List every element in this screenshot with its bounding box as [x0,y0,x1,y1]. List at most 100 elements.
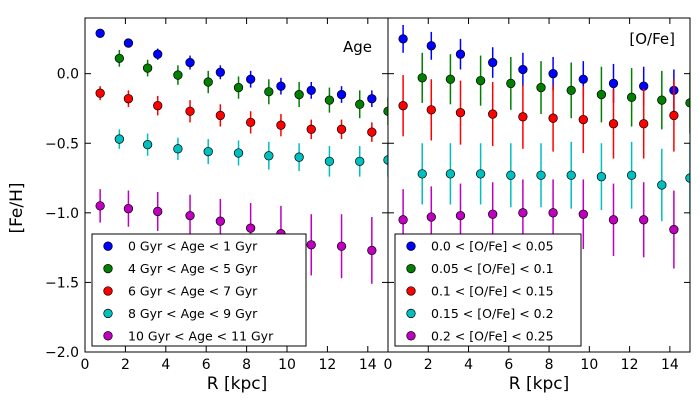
y-axis-label: [Fe/H] [7,182,27,233]
data-point [608,119,619,129]
data-point [203,146,213,157]
data-point [203,77,213,87]
legend-label: 0.0 < [O/Fe] < 0.05 [431,239,554,254]
data-point [123,204,134,214]
data-point [685,173,690,183]
data-point [578,74,588,84]
data-point [475,169,486,179]
x-tick-label: 12 [318,357,336,373]
y-tick-label: −0.5 [45,136,79,152]
data-point [578,114,588,125]
x-tick-label: 10 [278,357,296,373]
data-point [367,94,377,104]
data-point [426,41,436,51]
legend-label: 4 Gyr < Age < 5 Gyr [128,261,258,276]
panel-ofe: 0 2 4 6 8 10 12 14 [O/Fe] 0.0 < [O/Fe] < 0.05 0.05… [384,17,691,373]
y-tick-label: −2.0 [45,345,79,361]
data-point [276,120,286,130]
data-point [142,63,153,73]
data-point [336,241,347,251]
data-point [324,156,335,166]
data-point [506,78,516,89]
legend-label: 10 Gyr < Age < 11 Gyr [128,328,274,343]
data-point [233,148,244,158]
data-point [294,152,304,162]
data-point [398,101,408,111]
data-point [669,224,679,235]
data-point [566,85,576,96]
x-tick-label: 6 [202,357,211,373]
data-point [518,208,528,218]
x-axis-label-right: R [kpc] [509,374,569,394]
data-point [417,73,427,83]
data-point [475,75,486,86]
data-point [566,170,576,180]
data-point [506,170,516,180]
legend-item: 4 Gyr < Age < 5 Gyr [103,261,258,276]
data-point [245,223,256,233]
data-point [685,98,690,108]
plot-area [95,28,388,284]
data-point [639,215,649,225]
data-point [455,49,466,59]
data-point [548,113,558,123]
data-point [306,124,316,134]
data-point [336,124,347,134]
data-point [95,88,105,98]
legend-item: 8 Gyr < Age < 9 Gyr [103,306,258,321]
data-point [355,99,365,109]
data-point [488,57,498,68]
data-point [114,134,124,144]
data-point [294,89,304,100]
data-point [626,170,637,180]
data-point [367,245,377,256]
legend-marker [406,331,416,341]
legend-item: 0.0 < [O/Fe] < 0.05 [406,239,554,254]
data-point [306,85,316,96]
data-point [426,212,436,222]
legend: 0 Gyr < Age < 1 Gyr 4 Gyr < Age < 5 Gyr 6 … [91,233,307,347]
data-point [355,156,365,166]
series-4 [114,129,388,177]
series-3 [398,75,679,159]
data-point [153,49,163,59]
data-point [367,127,377,137]
x-tick-label: 2 [424,357,433,373]
data-point [142,139,153,150]
legend-marker [103,263,113,274]
data-point [383,155,388,165]
legend-item: 0 Gyr < Age < 1 Gyr [103,239,258,254]
data-point [336,89,347,100]
series-1 [95,28,377,108]
data-point [608,215,619,225]
x-tick-label: 14 [661,357,679,373]
legend-box [91,233,307,347]
x-tick-label: 14 [359,357,377,373]
legend-label: 0 Gyr < Age < 1 Gyr [128,239,258,254]
legend-marker [103,241,113,251]
legend-marker [103,286,113,296]
legend-label: 0.2 < [O/Fe] < 0.25 [431,328,554,343]
legend-label: 0.15 < [O/Fe] < 0.2 [431,306,554,321]
x-tick-label: 0 [81,357,90,373]
data-point [95,28,105,38]
series-3 [95,86,377,142]
data-point [536,170,546,180]
x-ticks: 0 2 4 6 8 10 12 14 [384,18,679,373]
legend: 0.0 < [O/Fe] < 0.05 0.05 < [O/Fe] < 0.1 0.… [394,233,582,347]
data-point [596,171,607,182]
x-tick-label: 12 [621,357,639,373]
plot-area [398,24,690,269]
data-point [518,112,528,122]
data-point [173,70,183,80]
data-point [185,106,195,116]
legend-label: 0.1 < [O/Fe] < 0.15 [431,284,554,299]
x-tick-label: 10 [580,357,598,373]
data-point [153,101,163,111]
data-point [114,53,124,64]
data-point [596,89,607,100]
x-ticks: 0 2 4 6 8 10 12 14 [81,18,377,373]
x-tick-label: 6 [504,357,513,373]
data-point [245,74,256,84]
